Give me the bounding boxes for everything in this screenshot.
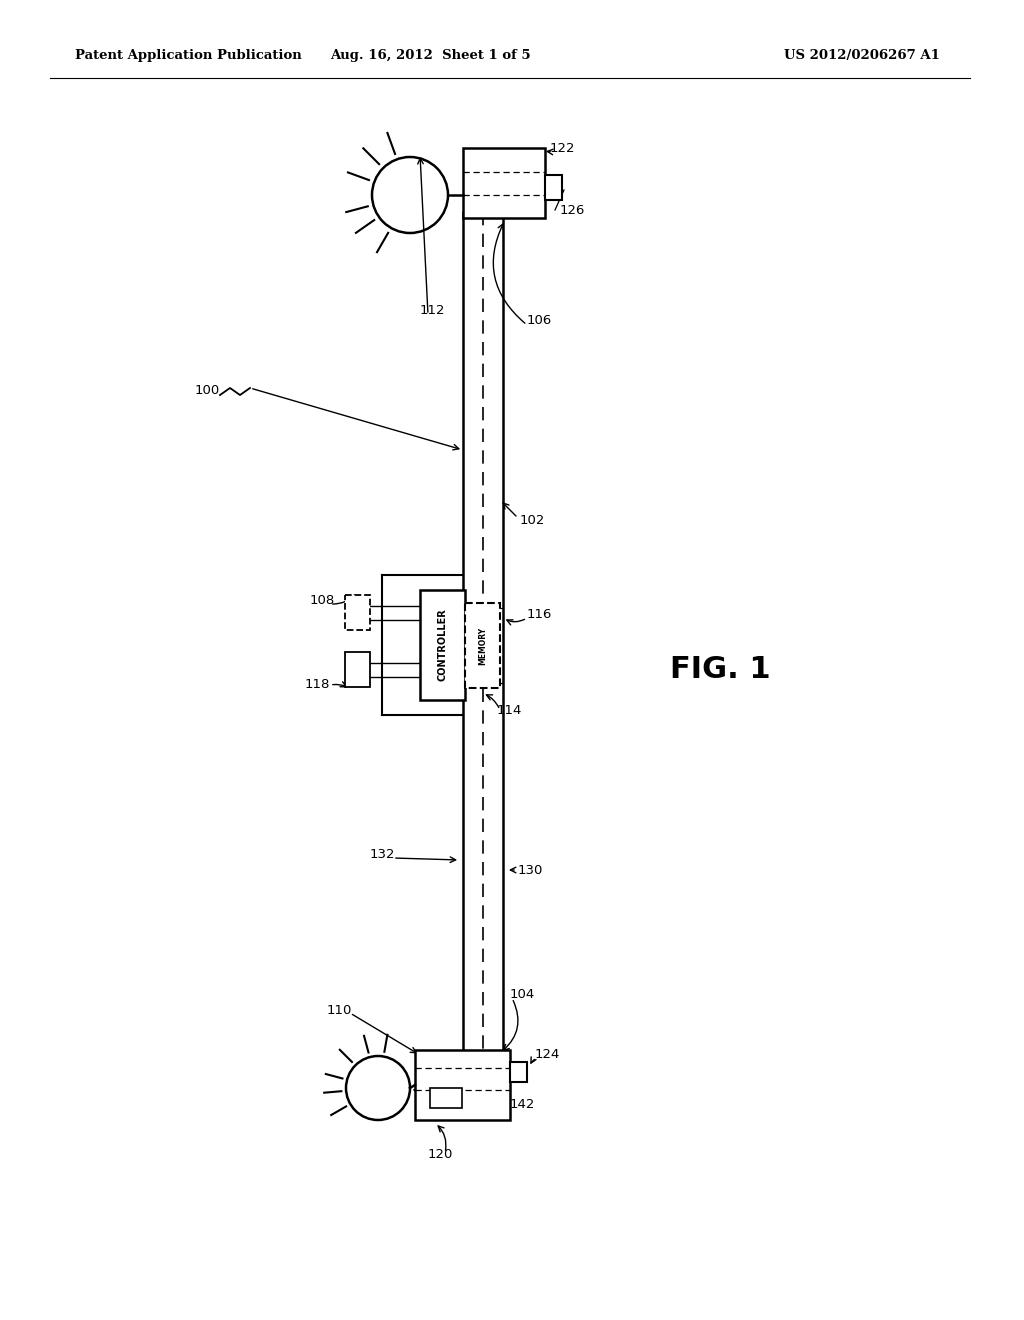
Text: 142: 142 [510, 1098, 536, 1111]
Text: 126: 126 [560, 203, 586, 216]
Text: 116: 116 [527, 609, 552, 622]
Bar [420, 590, 465, 700]
Text: 132: 132 [370, 849, 395, 862]
Text: US 2012/0206267 A1: US 2012/0206267 A1 [784, 49, 940, 62]
Bar [545, 176, 562, 201]
Bar [465, 603, 500, 688]
Bar [415, 1049, 510, 1119]
Text: 110: 110 [327, 1003, 352, 1016]
Bar [430, 1088, 462, 1107]
Bar [345, 595, 370, 630]
Bar [510, 1063, 527, 1082]
Bar [463, 148, 545, 218]
Text: CONTROLLER: CONTROLLER [437, 609, 447, 681]
Text: 140: 140 [437, 1098, 462, 1111]
Text: 104: 104 [510, 989, 536, 1002]
Text: 114: 114 [497, 704, 522, 717]
Text: 102: 102 [520, 513, 546, 527]
Text: 112: 112 [420, 304, 445, 317]
Text: Aug. 16, 2012  Sheet 1 of 5: Aug. 16, 2012 Sheet 1 of 5 [330, 49, 530, 62]
Text: FIG. 1: FIG. 1 [670, 656, 770, 685]
Text: 108: 108 [310, 594, 335, 606]
Text: 106: 106 [527, 314, 552, 326]
Text: 130: 130 [518, 863, 544, 876]
Text: 124: 124 [535, 1048, 560, 1061]
Bar [345, 652, 370, 686]
Text: 120: 120 [428, 1148, 454, 1162]
Text: 118: 118 [305, 678, 331, 692]
Text: MEMORY: MEMORY [478, 627, 487, 664]
Text: Patent Application Publication: Patent Application Publication [75, 49, 302, 62]
Text: 122: 122 [550, 141, 575, 154]
Text: 100: 100 [195, 384, 220, 396]
